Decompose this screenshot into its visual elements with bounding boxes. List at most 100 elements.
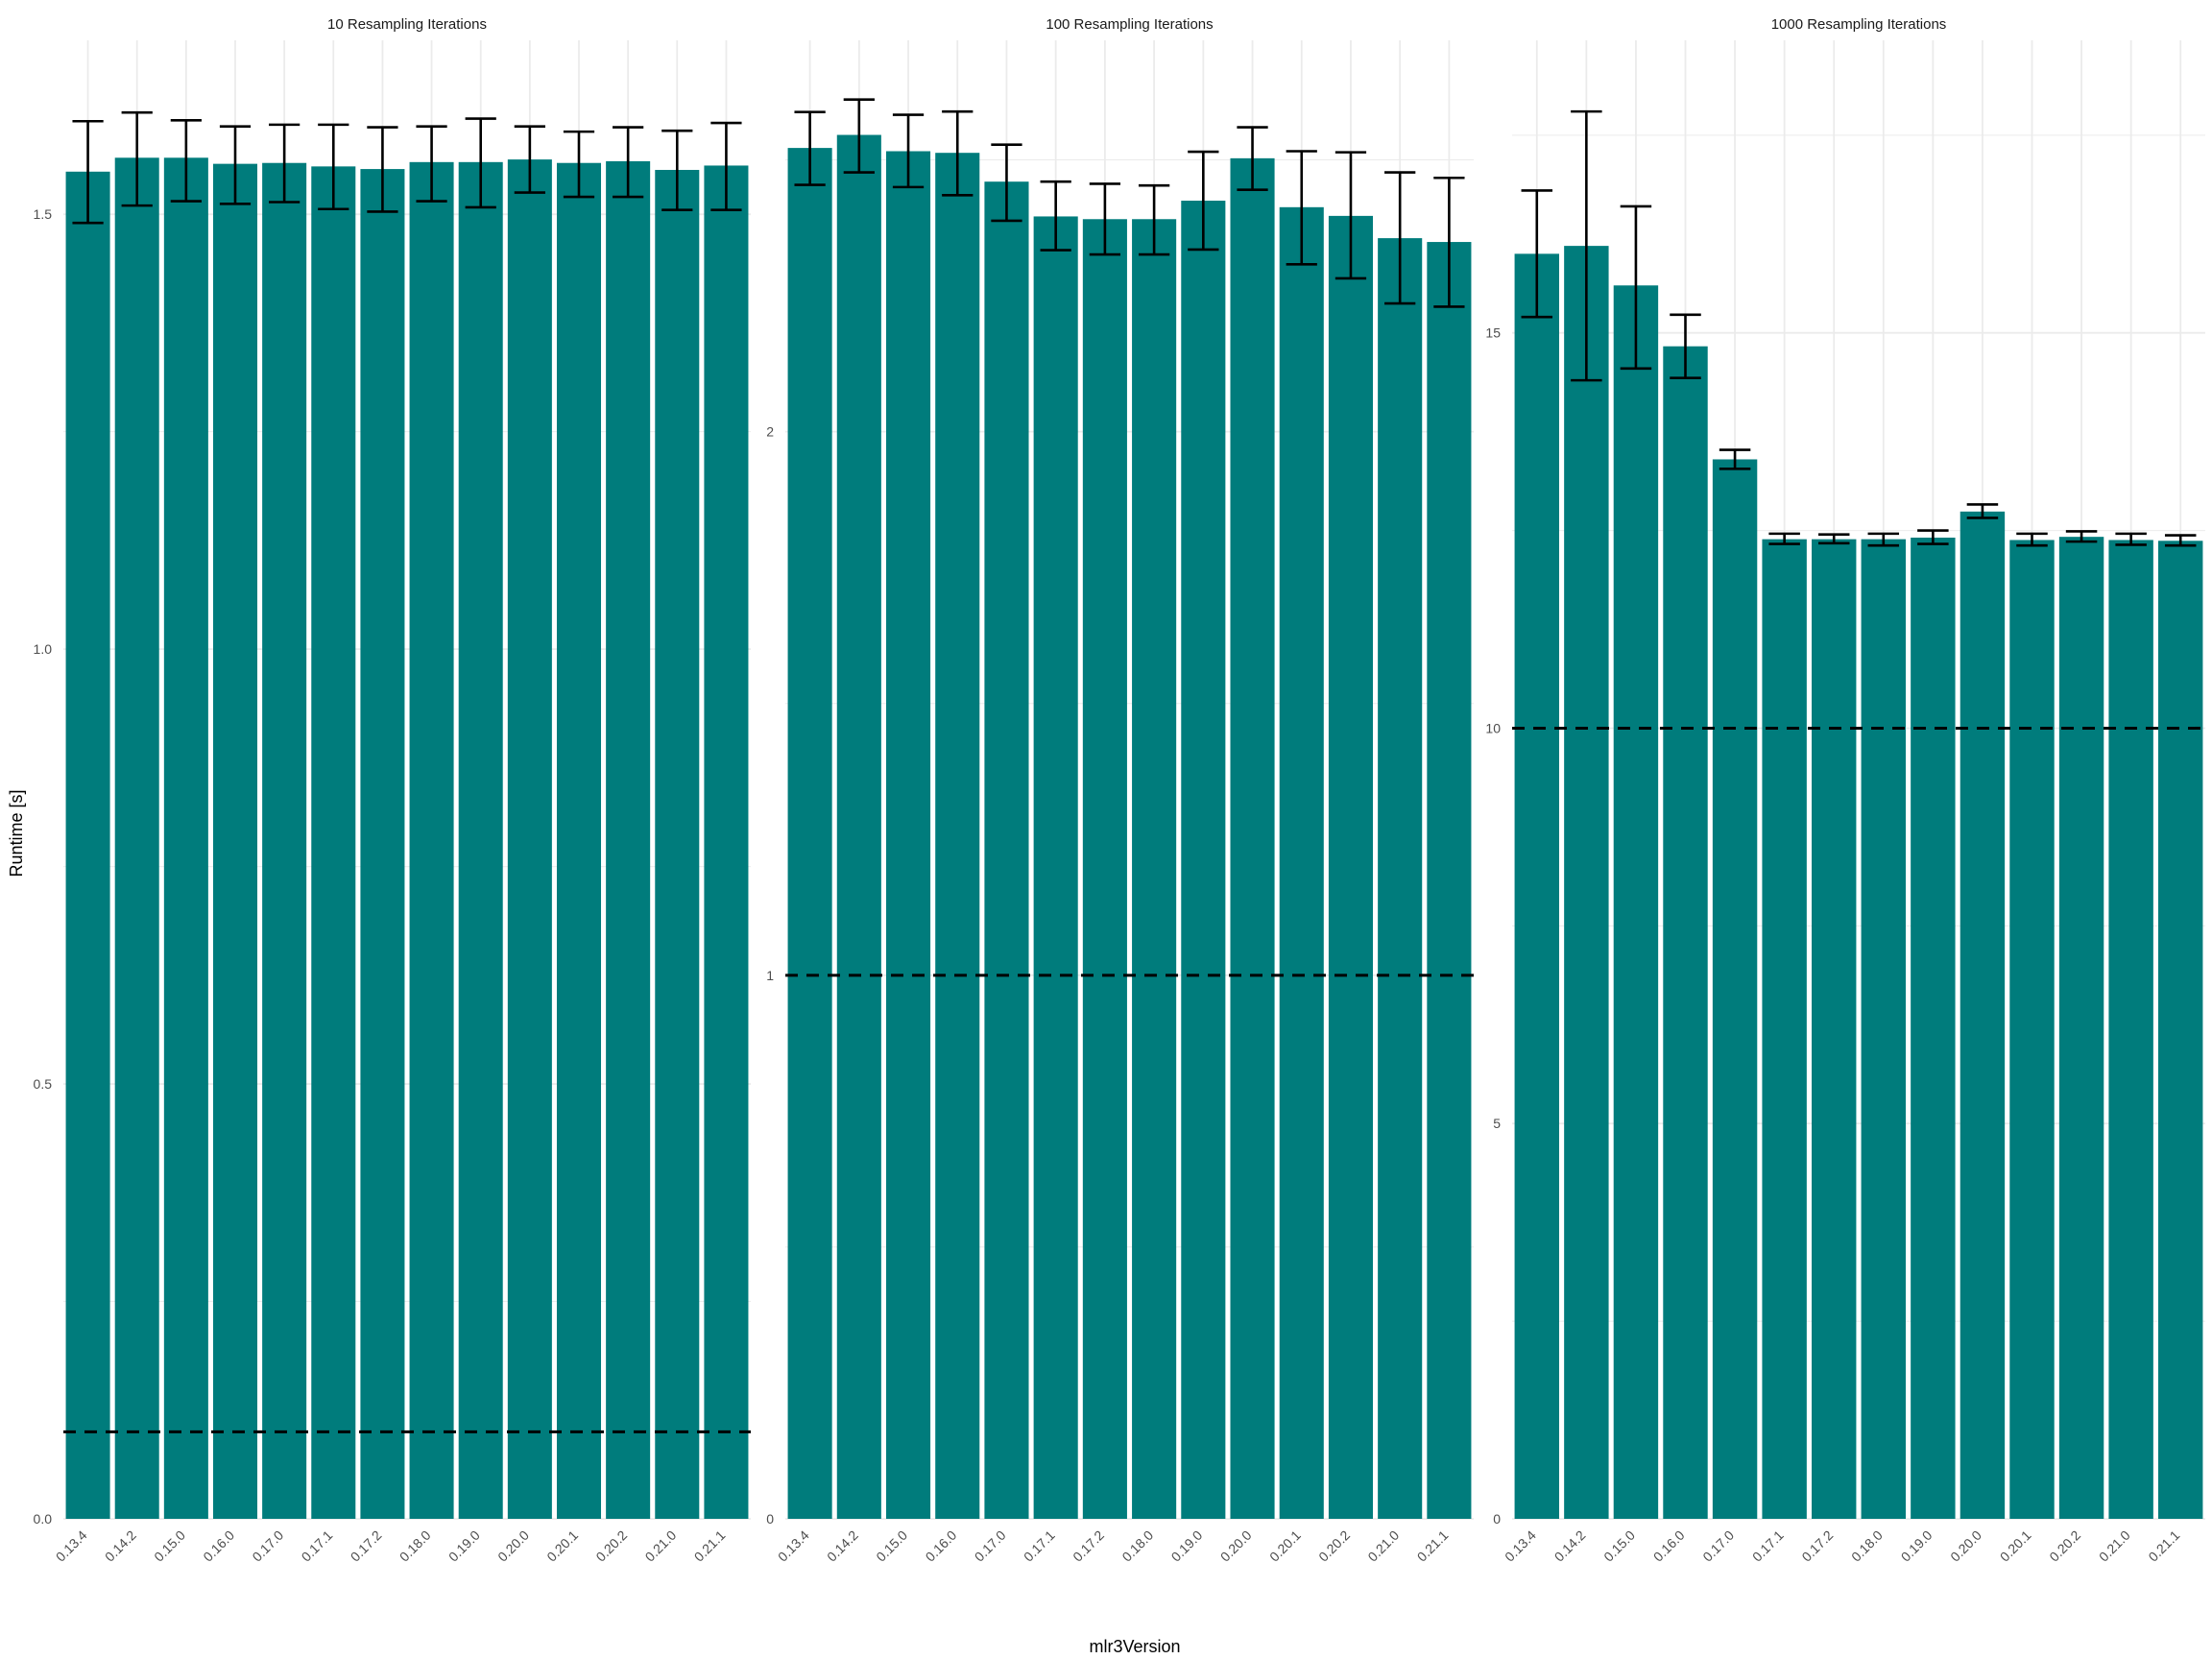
y-tick-label: 1.0 — [34, 641, 53, 657]
error-bar — [514, 125, 545, 194]
x-tick-label: 0.20.2 — [1315, 1527, 1353, 1565]
error-bar — [1867, 532, 1900, 547]
bar — [556, 162, 602, 1520]
y-tick-label: 2 — [766, 424, 774, 440]
x-tick-label: 0.21.1 — [1414, 1527, 1452, 1565]
error-bars — [72, 110, 742, 225]
bars — [1514, 246, 2203, 1520]
y-tick-label: 0.0 — [34, 1511, 53, 1527]
bar — [1514, 253, 1559, 1520]
error-bar — [1966, 503, 1999, 519]
bar — [1564, 246, 1609, 1519]
panel-title: 100 Resampling Iterations — [1046, 16, 1213, 33]
bar — [1328, 215, 1374, 1519]
error-bar — [318, 123, 349, 211]
bar — [1181, 201, 1226, 1519]
error-bar — [1620, 204, 1652, 371]
x-tick-label: 0.21.1 — [2145, 1527, 2182, 1565]
panels: 10 Resampling Iterations 0.0 0.5 1.0 1.5 0.13… — [34, 16, 2205, 1565]
x-tick-label: 0.14.2 — [102, 1527, 139, 1565]
x-tick-label: 0.20.0 — [494, 1527, 532, 1565]
error-bar — [1334, 151, 1367, 280]
error-bar — [1571, 109, 1602, 382]
error-bar — [1433, 176, 1465, 308]
bar — [1132, 219, 1177, 1519]
bar — [2058, 537, 2104, 1519]
error-bars — [1521, 109, 2197, 547]
error-bar — [710, 121, 742, 211]
error-bar — [1670, 313, 1701, 379]
x-tick-label: 0.21.1 — [691, 1527, 729, 1565]
y-tick-label: 0 — [766, 1511, 774, 1527]
error-bar — [2164, 534, 2197, 547]
y-tick-label: 10 — [1485, 720, 1501, 735]
bar — [787, 148, 832, 1520]
error-bar — [1768, 532, 1800, 545]
y-tick-label: 0 — [1493, 1511, 1501, 1527]
x-tick-label: 0.17.1 — [299, 1527, 336, 1565]
error-bar — [1188, 150, 1219, 252]
bar — [885, 151, 931, 1519]
bar — [1762, 539, 1807, 1519]
x-tick-label: 0.21.0 — [2096, 1527, 2133, 1565]
error-bar — [1719, 448, 1751, 470]
error-bar — [2115, 532, 2147, 546]
error-bar — [563, 130, 595, 199]
x-tick-label: 0.20.1 — [1266, 1527, 1304, 1565]
bar — [1279, 206, 1324, 1520]
x-tick-label: 0.17.0 — [249, 1527, 286, 1565]
bar — [2158, 541, 2203, 1519]
error-bar — [1521, 189, 1553, 319]
x-axis-title: mlr3Version — [1089, 1637, 1180, 1656]
bars — [787, 134, 1472, 1520]
y-tick-label: 5 — [1493, 1116, 1501, 1131]
panel-3: 1000 Resampling Iterations 0 5 10 15 0.13.4 0.… — [1485, 16, 2205, 1565]
error-bar — [1286, 150, 1317, 266]
x-tick-label: 0.17.1 — [1021, 1527, 1058, 1565]
x-tick-label: 0.15.0 — [151, 1527, 188, 1565]
error-bar — [2016, 532, 2048, 547]
y-tick-label: 0.5 — [34, 1076, 53, 1092]
error-bar — [892, 113, 925, 189]
error-bar — [416, 125, 447, 203]
bar — [1712, 459, 1758, 1519]
x-tick-label: 0.16.0 — [923, 1527, 960, 1565]
error-bar — [1817, 533, 1850, 545]
bar — [1230, 157, 1275, 1519]
x-tick-label: 0.13.4 — [53, 1527, 90, 1565]
bar — [65, 171, 110, 1520]
x-tick-label: 0.17.2 — [1070, 1527, 1107, 1565]
x-tick-label: 0.13.4 — [775, 1527, 812, 1565]
x-tick-label: 0.17.2 — [348, 1527, 385, 1565]
x-tick-label: 0.21.0 — [1364, 1527, 1402, 1565]
panel-title: 10 Resampling Iterations — [327, 16, 487, 33]
error-bar — [170, 119, 202, 203]
bar — [458, 161, 503, 1520]
bar — [212, 163, 258, 1520]
error-bar — [843, 98, 875, 174]
bar — [935, 153, 980, 1520]
panel-title: 1000 Resampling Iterations — [1771, 16, 1947, 33]
x-tick-label: 0.18.0 — [1118, 1527, 1156, 1565]
bar — [2009, 540, 2055, 1519]
x-tick-label: 0.15.0 — [1600, 1527, 1638, 1565]
x-tick-label: 0.19.0 — [1898, 1527, 1936, 1565]
x-tick-label: 0.15.0 — [873, 1527, 910, 1565]
x-tick-label: 0.19.0 — [1168, 1527, 1206, 1565]
error-bar — [1917, 529, 1949, 545]
error-bar — [1138, 183, 1170, 256]
error-bar — [367, 126, 398, 213]
error-bar — [1089, 182, 1121, 256]
x-tick-label: 0.17.0 — [972, 1527, 1009, 1565]
error-bar — [121, 110, 153, 207]
error-bar — [1040, 180, 1071, 252]
bar — [1378, 238, 1423, 1519]
bar — [2108, 540, 2153, 1519]
bar — [1613, 285, 1659, 1519]
panel-1: 10 Resampling Iterations 0.0 0.5 1.0 1.5 0.13… — [34, 16, 751, 1565]
error-bar — [613, 126, 644, 199]
y-tick-label: 1.5 — [34, 206, 53, 222]
bar — [1663, 346, 1708, 1520]
bar — [1082, 219, 1127, 1519]
